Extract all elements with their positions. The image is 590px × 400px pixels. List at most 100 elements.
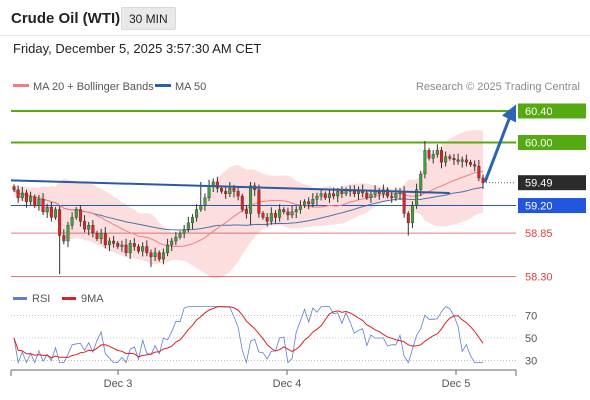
rsi-tick-label: 70 — [525, 311, 537, 323]
level-label-pivot: 59.20 — [525, 201, 553, 213]
candle — [124, 238, 128, 257]
candle — [16, 185, 20, 203]
candle-body — [265, 217, 269, 222]
candle — [464, 154, 468, 167]
candle-body — [373, 191, 377, 195]
candle — [298, 200, 302, 214]
ma20-legend-label: MA 20 + Bollinger Bands — [33, 81, 154, 93]
candle — [257, 184, 261, 218]
candle — [340, 186, 344, 198]
candle-body — [178, 232, 182, 238]
candle-body — [41, 199, 45, 213]
candle — [195, 204, 199, 222]
candle — [327, 189, 331, 203]
candle — [415, 183, 419, 209]
candle — [116, 241, 120, 249]
level-label-support: 58.30 — [525, 271, 553, 283]
candle — [244, 205, 248, 219]
ma50-legend-label: MA 50 — [175, 81, 206, 93]
candle-body — [99, 232, 103, 239]
candle — [240, 193, 244, 212]
candle — [469, 159, 473, 167]
candle-body — [278, 209, 282, 218]
candle — [224, 187, 228, 199]
candle — [161, 248, 165, 265]
main-legend: MA 20 + Bollinger Bands MA 50 Research ©… — [13, 81, 580, 93]
candle-body — [137, 246, 140, 252]
candle-body — [315, 195, 319, 200]
level-label-resistance: 60.00 — [525, 138, 553, 150]
candle-body — [440, 150, 443, 163]
candle — [153, 247, 157, 262]
x-tick-label: Dec 5 — [442, 378, 471, 390]
candle-body — [477, 165, 481, 179]
candle-body — [20, 192, 24, 198]
candle-body — [87, 225, 91, 230]
bollinger-band-area — [14, 130, 483, 279]
candle-body — [166, 244, 170, 254]
candle-body — [386, 189, 390, 197]
level-lines-layer — [11, 109, 516, 277]
candle — [249, 181, 253, 226]
candle-body — [112, 240, 116, 244]
candle-body — [190, 217, 194, 224]
candle — [174, 231, 178, 246]
candle — [456, 153, 460, 165]
candle-body — [37, 199, 41, 206]
candle-body — [203, 197, 207, 206]
candle — [207, 179, 211, 201]
candle-body — [149, 252, 153, 257]
candle-body — [195, 209, 199, 218]
timeframe-button[interactable]: 30 MIN — [121, 7, 176, 30]
candle-body — [423, 150, 427, 175]
candle — [12, 184, 16, 193]
candle-body — [24, 192, 28, 202]
candle — [303, 199, 307, 208]
candle-body — [228, 188, 232, 194]
candle-body — [261, 213, 265, 218]
candle — [182, 224, 186, 239]
candle-body — [244, 209, 248, 214]
chart-header: Crude Oil (WTI) 30 MIN — [0, 0, 590, 36]
candle-body — [207, 185, 211, 198]
candle-body — [452, 158, 456, 161]
ma9-legend-swatch — [62, 297, 76, 300]
candle — [178, 230, 182, 240]
candle-body — [58, 209, 62, 236]
candle-body — [352, 191, 356, 194]
candle-body — [116, 243, 120, 247]
candle-body — [16, 189, 20, 198]
candle-body — [12, 186, 16, 190]
candle — [390, 191, 394, 203]
candle — [286, 207, 290, 221]
candle — [473, 160, 477, 172]
candle-body — [394, 193, 398, 198]
candle-body — [415, 189, 419, 206]
candle — [49, 201, 53, 222]
candle — [282, 207, 286, 215]
candle-body — [481, 177, 485, 183]
candle-body — [294, 209, 298, 213]
candle — [460, 156, 464, 168]
candle — [290, 205, 294, 219]
candle — [132, 238, 136, 251]
candle-body — [128, 243, 132, 254]
candle — [444, 151, 448, 167]
candle-body — [427, 150, 431, 159]
candle-body — [298, 205, 302, 210]
rsi-tick-label: 30 — [525, 355, 537, 367]
instrument-title: Crude Oil (WTI) — [11, 10, 121, 27]
level-label-support: 58.85 — [525, 228, 553, 240]
candle-body — [33, 196, 37, 206]
candle — [427, 148, 431, 161]
candle-body — [103, 232, 107, 246]
candle-body — [224, 191, 228, 194]
rsi-panel: 70 50 30 — [11, 306, 537, 367]
candle-body — [290, 211, 294, 216]
candle-body — [70, 217, 74, 226]
candle-body — [390, 195, 394, 198]
candle-body — [410, 205, 414, 224]
candle — [170, 237, 174, 252]
candle — [103, 226, 107, 249]
candle — [190, 214, 194, 230]
